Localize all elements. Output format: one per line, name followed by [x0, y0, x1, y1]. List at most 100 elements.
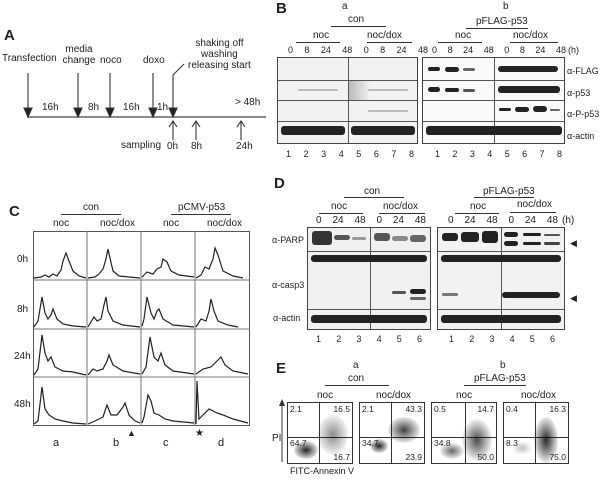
q-ur: 16.3	[549, 404, 566, 414]
c-letter-d: d	[218, 437, 225, 449]
tp: 24	[463, 45, 474, 55]
lane: 5	[529, 334, 535, 344]
ab-flag: α-FLAG	[567, 66, 599, 76]
tp: 48	[555, 45, 566, 55]
western-blot-d-b	[437, 227, 565, 330]
c-row-24h: 24h	[14, 351, 31, 362]
e-sub-b: b	[500, 360, 506, 371]
ab-p53: α-p53	[567, 88, 591, 98]
tp: 24	[535, 45, 546, 55]
interval-1h: 1h	[157, 102, 169, 113]
sampling-8h: 8h	[191, 141, 203, 152]
lane: 3	[469, 149, 475, 159]
release-line1: shaking off	[195, 38, 244, 49]
c-col-noc-1: noc	[53, 218, 70, 229]
c-letter-b: b	[113, 437, 120, 449]
tp: 48	[546, 215, 558, 226]
q-ur: 16.5	[333, 404, 350, 414]
c-col-nocdox-1: noc/dox	[100, 218, 136, 229]
lane: 8	[408, 149, 414, 159]
event-transfection: Transfection	[2, 53, 57, 64]
timepoints-b: 0 8 24 48 0 8 24 48	[432, 45, 566, 55]
ab-actin: α-actin	[567, 131, 595, 141]
d-ab-casp3: α-casp3	[272, 280, 305, 290]
tp: 24	[320, 45, 331, 55]
event-noco: noco	[100, 55, 122, 66]
q-ul: 0.4	[506, 404, 518, 414]
q-lr: 23.9	[405, 452, 422, 462]
unit-h: (h)	[568, 45, 579, 55]
timepoints-a: 0 8 24 48 0 8 24 48	[288, 45, 428, 55]
lane: 6	[416, 334, 422, 344]
lane: 5	[396, 334, 402, 344]
d-marker-parp: ◀	[570, 238, 577, 248]
event-doxo: doxo	[143, 55, 165, 66]
lane: 3	[321, 149, 327, 159]
lane: 8	[556, 149, 562, 159]
tp: 24	[332, 215, 344, 226]
lane: 1	[286, 149, 292, 159]
d-timepoints-a: 0 24 48 0 24 48	[316, 215, 426, 226]
treat-noc-a: noc	[313, 30, 330, 41]
tp: 8	[447, 45, 453, 55]
q-ul: 0.5	[434, 404, 446, 414]
lane: 4	[338, 149, 344, 159]
treat-nocdox-a: noc/dox	[367, 30, 403, 41]
lanes-b-b: 1 2 3 4 5 6 7 8	[435, 149, 562, 159]
c-group-con: con	[83, 202, 100, 213]
panel-a-label: A	[4, 27, 15, 44]
lane: 2	[336, 334, 342, 344]
q-ul: 2.1	[362, 404, 374, 414]
tp: 48	[414, 215, 426, 226]
lane: 3	[489, 334, 495, 344]
d-treat-noc-b: noc	[470, 201, 487, 212]
d-lanes-a: 1 2 3 4 5 6	[316, 334, 422, 344]
d-treat-nocdox-a: noc/dox	[383, 201, 419, 212]
d-group-con: con	[364, 186, 381, 197]
d-ab-actin: α-actin	[273, 313, 301, 323]
tp: 8	[519, 45, 525, 55]
lane: 1	[316, 334, 322, 344]
lane: 2	[469, 334, 475, 344]
d-lanes-b: 1 2 3 4 5 6	[449, 334, 555, 344]
tp: 0	[508, 215, 514, 226]
group-con: con	[348, 14, 365, 25]
tp: 0	[376, 215, 382, 226]
tp: 0	[432, 45, 438, 55]
e-treat-2: noc/dox	[376, 390, 412, 401]
e-group-pflag: pFLAG-p53	[474, 373, 526, 384]
interval-48h: > 48h	[235, 97, 261, 108]
sampling-0h: 0h	[167, 141, 179, 152]
e-treat-1: noc	[317, 390, 334, 401]
facs-plot-3: 0.5 14.7 34.8 50.0	[431, 402, 497, 464]
lane: 4	[487, 149, 493, 159]
sampling-label: sampling	[121, 140, 162, 151]
d-marker-casp3: ◀	[570, 293, 577, 303]
lane: 3	[356, 334, 362, 344]
e-group-con: con	[348, 373, 365, 384]
tp: 24	[524, 215, 536, 226]
panel-e-label: E	[276, 360, 287, 377]
e-treat-3: noc	[456, 390, 473, 401]
c-group-pcmv: pCMV-p53	[178, 202, 226, 213]
q-ur: 43.3	[405, 404, 422, 414]
lanes-b-a: 1 2 3 4 5 6 7 8	[286, 149, 414, 159]
d-unit-h: (h)	[562, 215, 575, 226]
panel-b-sub-b: b	[503, 1, 509, 12]
event-media-change: media change	[62, 44, 96, 66]
c-col-nocdox-2: noc/dox	[207, 218, 243, 229]
q-ll: 64.7	[290, 438, 307, 448]
ab-p-p53: α-P-p53	[567, 109, 600, 119]
tp: 0	[448, 215, 454, 226]
c-col-noc-2: noc	[163, 218, 180, 229]
tp: 0	[504, 45, 510, 55]
media-line2: change	[62, 55, 96, 66]
c-row-48h: 48h	[14, 399, 31, 410]
western-blot-b-b	[422, 57, 565, 144]
q-lr: 16.7	[333, 452, 350, 462]
tp: 48	[354, 215, 366, 226]
tp: 48	[486, 215, 498, 226]
interval-8h: 8h	[88, 102, 100, 113]
c-row-0h: 0h	[17, 254, 29, 265]
treat-nocdox-b: noc/dox	[513, 30, 549, 41]
